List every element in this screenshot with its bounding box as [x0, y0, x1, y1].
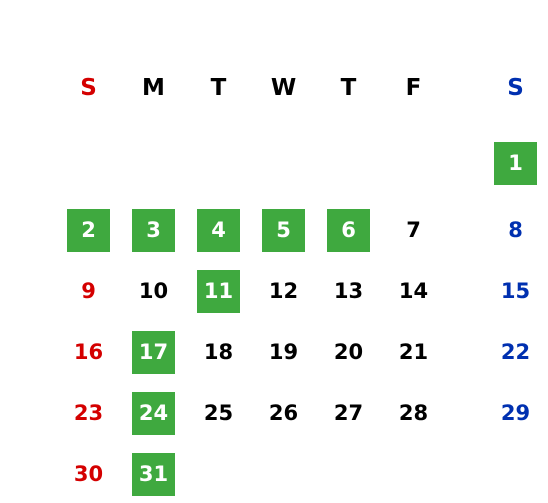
calendar-week-row: 1 [0, 142, 548, 185]
weekday-header-fri: F [392, 67, 435, 110]
day-cell[interactable]: 21 [392, 331, 435, 374]
calendar-week-row: 9 10 11 12 13 14 15 [0, 270, 548, 313]
day-cell[interactable]: 29 [494, 392, 537, 435]
day-cell[interactable]: 10 [132, 270, 175, 313]
day-cell[interactable]: 8 [494, 209, 537, 252]
day-cell[interactable]: 4 [197, 209, 240, 252]
day-cell[interactable]: 19 [262, 331, 305, 374]
day-cell[interactable]: 2 [67, 209, 110, 252]
day-cell[interactable]: 15 [494, 270, 537, 313]
calendar-week-row: 16 17 18 19 20 21 22 [0, 331, 548, 374]
day-cell[interactable]: 3 [132, 209, 175, 252]
calendar-week-row: 2 3 4 5 6 7 8 [0, 209, 548, 252]
weekday-header-wed: W [262, 67, 305, 110]
day-cell[interactable]: 7 [392, 209, 435, 252]
day-cell[interactable]: 26 [262, 392, 305, 435]
day-cell[interactable]: 9 [67, 270, 110, 313]
day-cell[interactable]: 28 [392, 392, 435, 435]
day-cell[interactable]: 20 [327, 331, 370, 374]
day-cell[interactable]: 25 [197, 392, 240, 435]
day-cell[interactable]: 6 [327, 209, 370, 252]
day-cell[interactable]: 23 [67, 392, 110, 435]
calendar: S M T W T F S 1 2 3 4 5 6 7 8 9 10 11 12… [0, 0, 548, 503]
day-cell[interactable]: 13 [327, 270, 370, 313]
weekday-header-thu: T [327, 67, 370, 110]
day-cell[interactable]: 12 [262, 270, 305, 313]
weekday-header-mon: M [132, 67, 175, 110]
day-cell[interactable]: 1 [494, 142, 537, 185]
weekday-header-tue: T [197, 67, 240, 110]
calendar-header-row: S M T W T F S [0, 67, 548, 110]
day-cell[interactable]: 11 [197, 270, 240, 313]
day-cell[interactable]: 24 [132, 392, 175, 435]
day-cell[interactable]: 14 [392, 270, 435, 313]
day-cell[interactable]: 5 [262, 209, 305, 252]
day-cell[interactable]: 18 [197, 331, 240, 374]
day-cell[interactable]: 30 [67, 453, 110, 496]
day-cell[interactable]: 17 [132, 331, 175, 374]
day-cell[interactable]: 16 [67, 331, 110, 374]
day-cell[interactable]: 27 [327, 392, 370, 435]
weekday-header-sun: S [67, 67, 110, 110]
weekday-header-sat: S [494, 67, 537, 110]
day-cell[interactable]: 22 [494, 331, 537, 374]
calendar-week-row: 30 31 [0, 453, 548, 496]
calendar-week-row: 23 24 25 26 27 28 29 [0, 392, 548, 435]
day-cell[interactable]: 31 [132, 453, 175, 496]
